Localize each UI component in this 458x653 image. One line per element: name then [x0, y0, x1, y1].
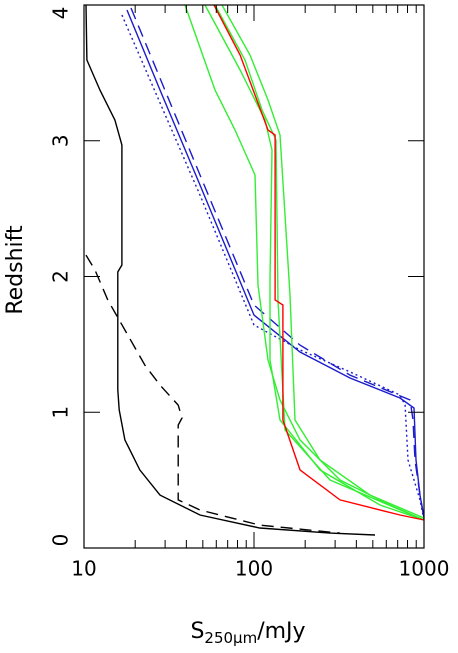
curve	[85, 4, 376, 536]
y-tick-label: 1	[49, 406, 73, 419]
x-tick-label: 1000	[399, 557, 450, 581]
curve	[221, 4, 425, 519]
curve	[213, 4, 425, 521]
x-tick-label: 10	[71, 557, 96, 581]
curve	[214, 4, 425, 521]
x-axis-label: S250μm/mJy	[190, 619, 305, 647]
curve	[121, 14, 425, 521]
y-tick-label: 2	[49, 270, 73, 283]
y-tick-label: 0	[49, 534, 73, 547]
x-label-main: S	[190, 619, 204, 644]
x-label-rest: /mJy	[257, 619, 305, 644]
curve	[184, 4, 425, 521]
curve	[204, 4, 425, 521]
y-tick-label: 4	[49, 7, 73, 20]
curve	[130, 7, 425, 519]
y-axis-label: Redshift	[3, 225, 28, 315]
x-label-sub: 250μm	[204, 629, 257, 647]
x-tick-label: 100	[235, 557, 273, 581]
curve	[85, 254, 340, 534]
y-tick-label: 3	[49, 134, 73, 147]
